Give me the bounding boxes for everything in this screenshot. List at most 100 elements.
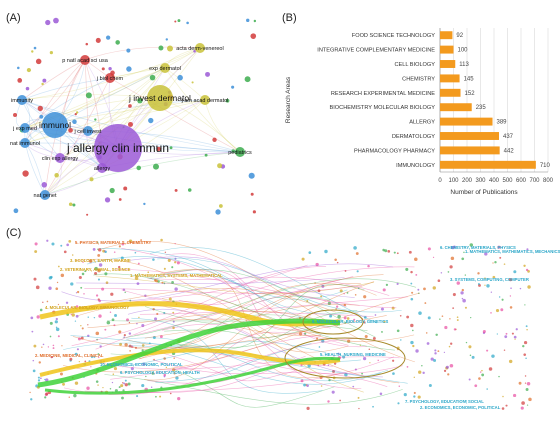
network-minor-node: [148, 117, 154, 124]
network-node-label: j cell invest: [74, 129, 102, 135]
citing-map-point: [122, 288, 126, 291]
citing-map-point: [57, 265, 60, 268]
cited-map-point: [525, 387, 529, 391]
cited-map-point: [484, 252, 488, 256]
citing-map-point: [83, 293, 85, 295]
network-edge: [24, 67, 166, 129]
cited-map-point: [449, 265, 453, 269]
cited-map-point: [434, 349, 437, 352]
data-label: 145: [464, 76, 475, 82]
cited-map-point: [496, 333, 498, 335]
citation-arc: [148, 269, 376, 338]
cited-map-point: [317, 289, 321, 293]
citing-map-point: [81, 272, 85, 276]
citing-cluster-label: 3. ECOLOGY, EARTH, MARINE: [70, 258, 131, 263]
cited-map-point: [421, 365, 423, 367]
network-edge: [59, 67, 166, 159]
cited-map-point: [357, 287, 360, 290]
cited-map-point: [469, 243, 474, 247]
citing-map-point: [123, 334, 126, 337]
cited-map-point: [526, 248, 529, 251]
network-minor-node: [75, 111, 79, 114]
citation-arc: [75, 258, 400, 384]
cited-map-point: [384, 249, 388, 253]
cited-map-point: [381, 330, 383, 333]
citing-map-point: [163, 282, 166, 285]
citing-map-point: [75, 292, 78, 294]
panel-b-label: (B): [282, 12, 297, 24]
network-minor-node: [231, 149, 236, 153]
network-edge: [24, 67, 166, 144]
network-minor-node: [215, 209, 221, 215]
citing-map-point: [44, 396, 47, 399]
cited-map-point: [415, 349, 419, 353]
cited-map-point: [321, 339, 325, 343]
data-label: 442: [504, 148, 515, 154]
citing-map-point: [65, 301, 69, 304]
cited-map-point: [337, 314, 341, 319]
citing-map-point: [141, 323, 145, 328]
cited-map-point: [492, 262, 494, 264]
cited-map-point: [354, 294, 357, 296]
cited-map-point: [356, 270, 359, 273]
network-node-label: nat genet: [34, 193, 57, 199]
cited-map-point: [481, 373, 485, 377]
citing-map-point: [118, 330, 122, 334]
cited-map-point: [484, 277, 486, 279]
cited-map-point: [521, 401, 525, 405]
citing-map-point: [47, 346, 50, 348]
network-edge: [24, 59, 86, 129]
network-minor-node: [136, 165, 142, 171]
cited-map-point: [491, 354, 495, 358]
citation-arc: [149, 247, 378, 324]
citing-cluster-label: 5. PHYSICS, MATERIALS, CHEMISTRY: [75, 240, 152, 245]
network-minor-node: [25, 86, 30, 91]
citing-map-point: [139, 371, 141, 374]
network-edge: [21, 99, 61, 159]
cited-map-point: [364, 335, 368, 339]
citation-arc: [125, 337, 389, 382]
citing-map-point: [30, 316, 34, 320]
citing-map-point: [55, 317, 58, 321]
cited-map-point: [428, 383, 432, 387]
network-node: [235, 147, 245, 157]
category-label: DERMATOLOGY: [392, 134, 435, 140]
data-label: 113: [459, 62, 469, 68]
cited-map-point: [406, 365, 409, 368]
citing-map-point: [102, 387, 104, 389]
cited-map-point: [417, 288, 420, 291]
cited-map-point: [353, 246, 357, 250]
citing-map-point: [97, 248, 99, 250]
data-label: 235: [476, 105, 487, 111]
cited-map-point: [514, 338, 516, 340]
citation-arc: [75, 288, 336, 313]
cited-map-point: [327, 400, 330, 403]
cited-map-point: [298, 332, 303, 336]
cited-map-point: [399, 314, 402, 317]
network-edge: [24, 99, 206, 144]
cited-map-point: [464, 400, 467, 402]
cited-map-point: [372, 337, 376, 340]
citing-map-point: [160, 238, 163, 242]
network-minor-node: [156, 146, 161, 151]
citing-map-point: [96, 338, 98, 341]
network-node: [147, 85, 173, 111]
citation-arc: [121, 289, 374, 317]
citing-map-point: [39, 308, 43, 312]
network-node: [20, 123, 30, 133]
cited-map-point: [403, 393, 407, 397]
network-minor-node: [89, 177, 94, 182]
citing-map-point: [97, 353, 100, 355]
citing-map-point: [167, 258, 171, 262]
network-minor-node: [169, 146, 173, 150]
network-node-label: nat immunol: [10, 141, 40, 147]
network-minor-node: [68, 202, 73, 207]
network-minor-node: [225, 98, 230, 103]
cluster-ellipse: [302, 309, 364, 335]
network-node: [83, 126, 93, 136]
network-edge: [54, 99, 206, 126]
cited-map-point: [398, 385, 401, 387]
citing-map-point: [154, 317, 158, 321]
citing-map-point: [120, 256, 124, 260]
cited-map-point: [478, 283, 480, 285]
